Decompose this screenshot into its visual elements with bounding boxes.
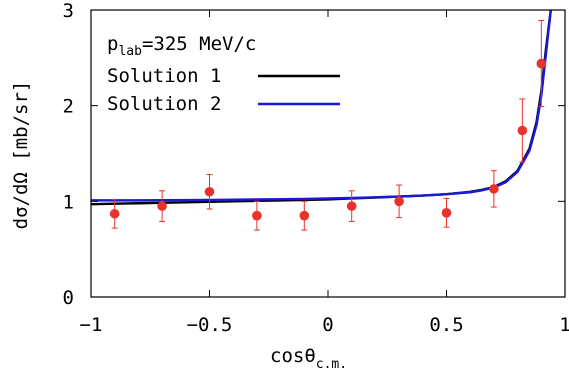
data-point: [109, 208, 120, 219]
x-axis-label: cosθc.m.: [270, 345, 347, 372]
y-tick-label: 0: [63, 287, 74, 309]
x-tick-label: −1: [80, 314, 103, 336]
data-point: [536, 58, 547, 69]
data-point: [346, 201, 357, 211]
data-point: [157, 201, 167, 211]
y-tick-label: 1: [63, 191, 74, 213]
annotation-prefix: p: [107, 33, 118, 55]
annotation-suffix: =325 MeV/c: [142, 33, 256, 55]
x-tick-label: 1: [559, 314, 569, 336]
axis-ticks: −1 −0.5 0 0.5 1 0 1 2 3: [63, 0, 569, 336]
momentum-annotation: plab=325 MeV/c: [107, 33, 256, 59]
legend-label-solution-1: Solution 1: [107, 65, 221, 87]
x-axis-label-subscript: c.m.: [316, 357, 347, 372]
x-axis-label-main: cosθ: [270, 345, 316, 367]
y-tick-label: 3: [63, 0, 74, 22]
data-point: [252, 210, 262, 221]
x-tick-label: 0.5: [429, 314, 463, 336]
data-point: [204, 186, 215, 197]
plot-area: [91, 10, 552, 231]
legend-label-solution-2: Solution 2: [107, 93, 221, 115]
data-point: [441, 208, 452, 218]
data-point: [299, 210, 310, 221]
data-point: [394, 196, 404, 207]
y-axis-label: dσ/dΩ [mb/sr]: [10, 81, 32, 230]
data-point: [489, 184, 499, 194]
x-tick-label: −0.5: [187, 314, 233, 336]
legend: Solution 1 Solution 2: [107, 65, 340, 115]
x-tick-label: 0: [322, 314, 333, 336]
data-point: [517, 125, 528, 136]
annotation-subscript: lab: [118, 44, 142, 59]
y-tick-label: 2: [63, 96, 74, 118]
series-line-solution-2: [91, 10, 552, 202]
